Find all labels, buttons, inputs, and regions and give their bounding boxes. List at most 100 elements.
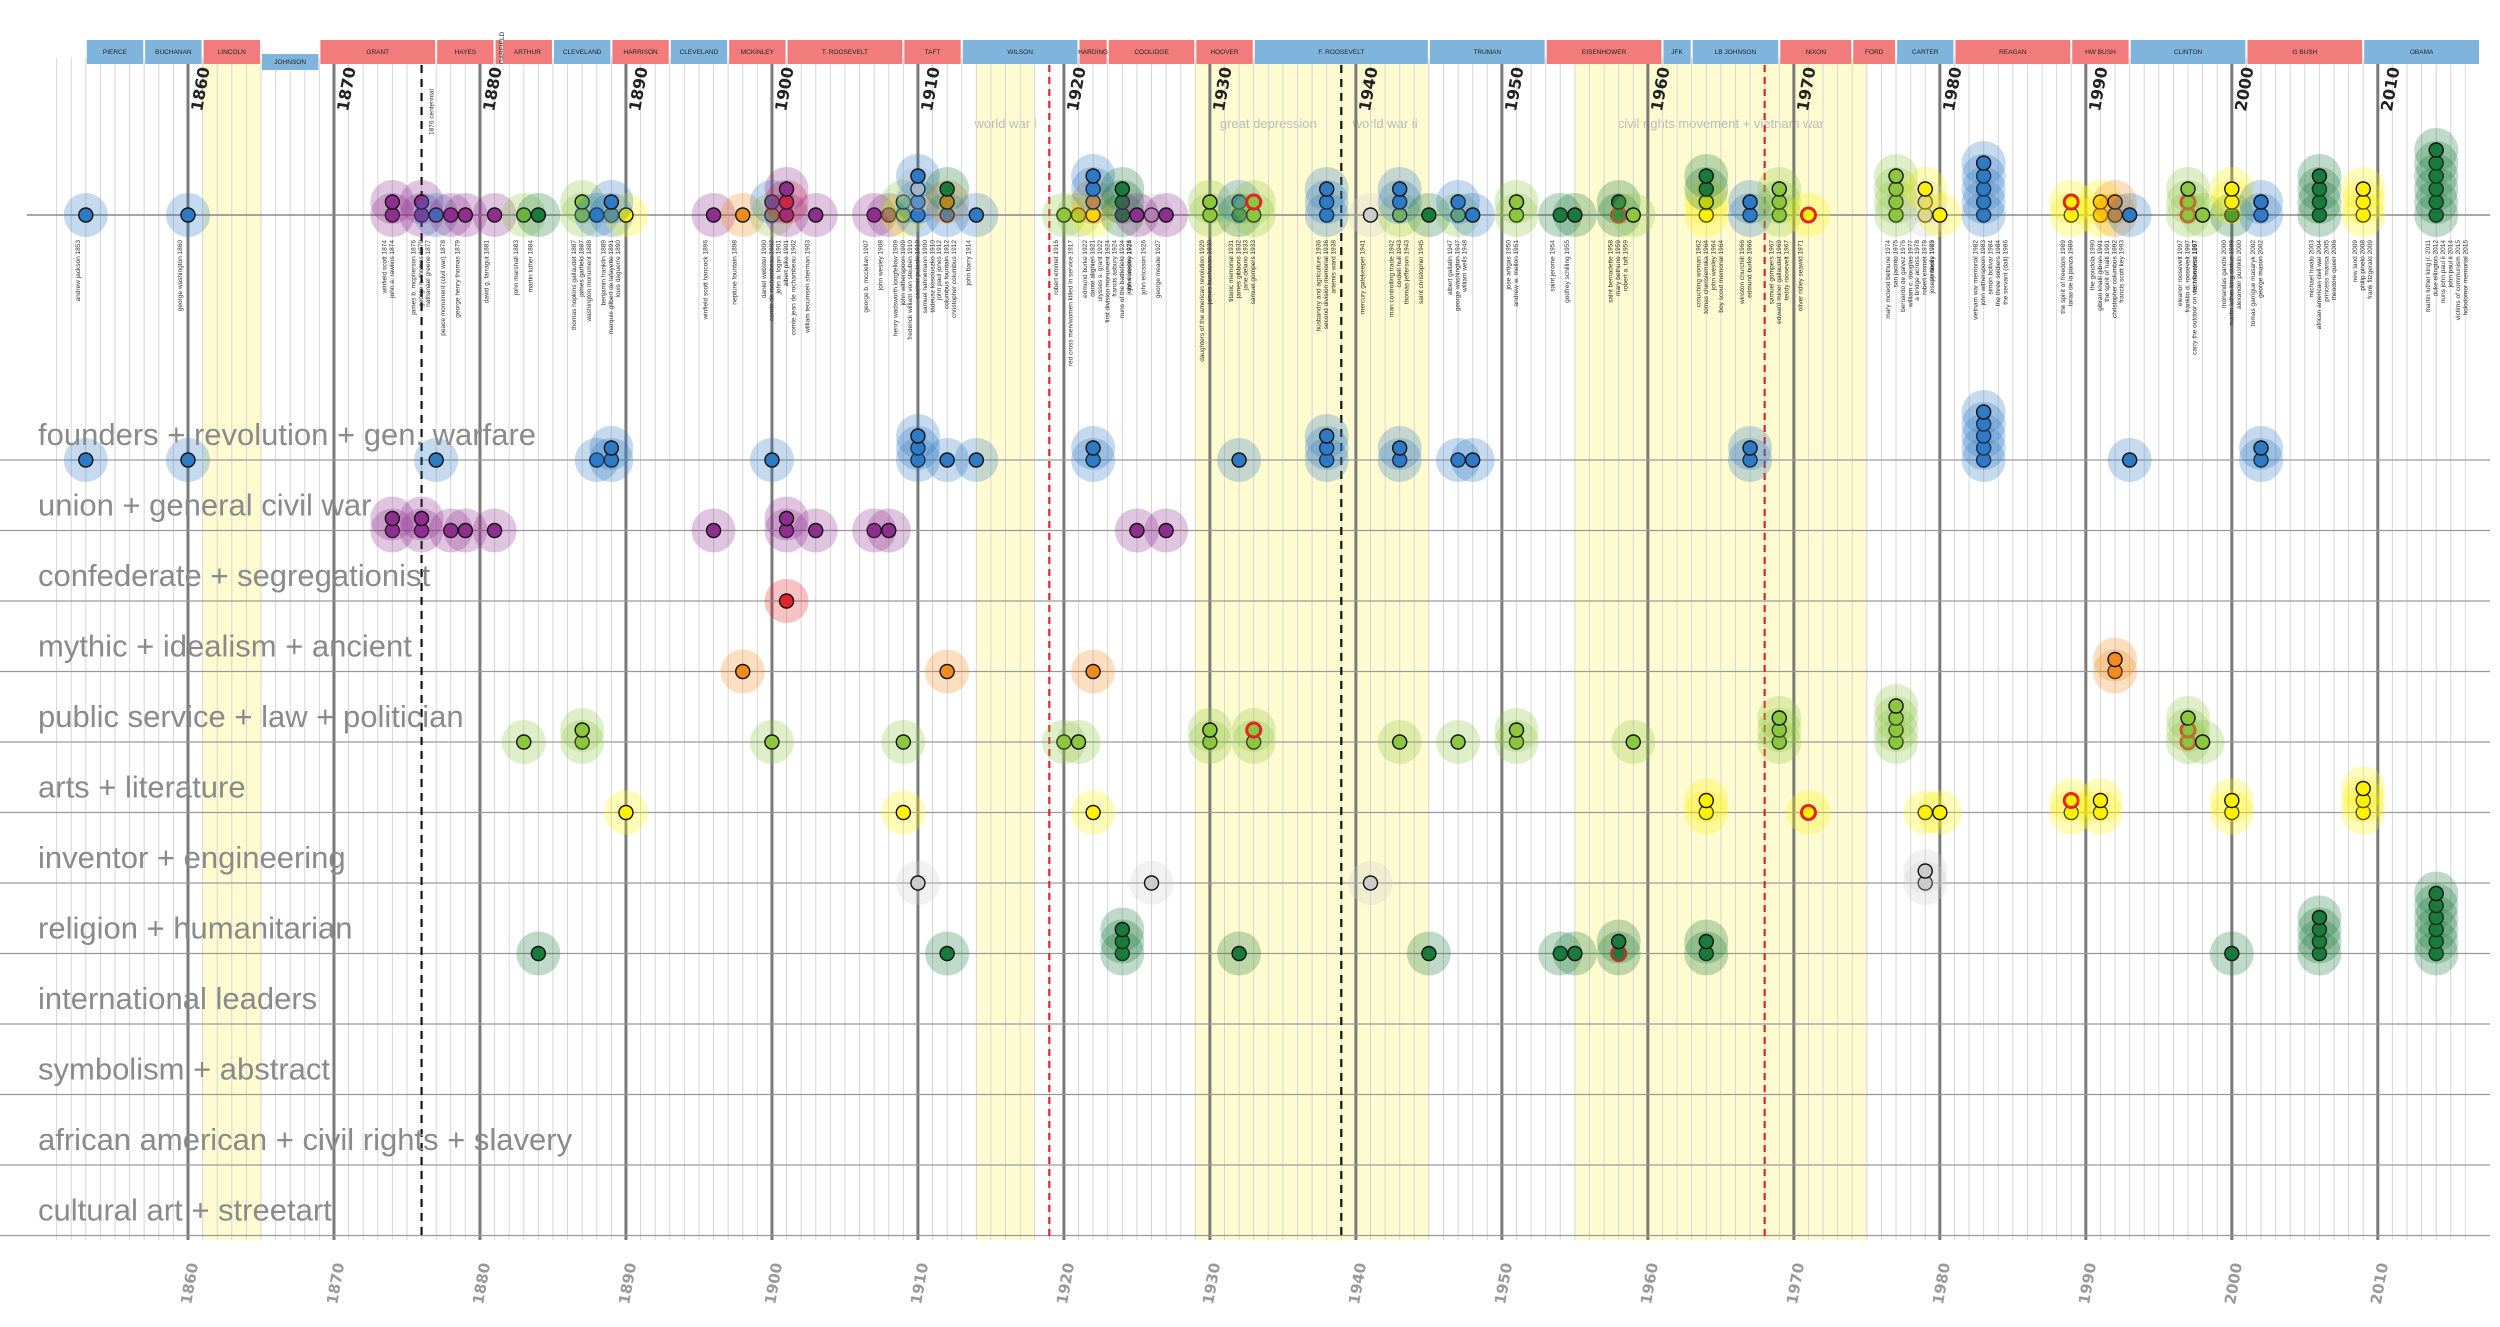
memorial-label-the-three-soldiers-1984: the three soldiers 1984 [1995, 240, 2002, 307]
timeline-dot-holodomor-memorial-2015 [2428, 142, 2444, 158]
category-dot-boy-scout-memorial-1964 [1698, 933, 1714, 950]
memorial-label-teddy-roosevelt-1967: teddy roosevelt 1967 [1783, 240, 1790, 301]
category-dot-albert-gallatin-1947 [1450, 734, 1466, 750]
category-dot-mercury-gatekeeper-1941 [1362, 875, 1379, 891]
timeline-dot-george-h-thomas-1879 [413, 194, 430, 210]
category-dot-gibran-khalil-gibran-1991 [2092, 792, 2109, 809]
decade-bottom-label-1940: 1940 [1345, 1261, 1370, 1305]
timeline-dot-george-henry-thomas-1879 [457, 207, 474, 223]
decade-top-label-1910: 1910 [917, 66, 943, 113]
timeline-dot-the-servant-dali-1986 [1975, 155, 1992, 171]
memorial-label-duke-ellington-2012: duke ellington 2012 [2433, 240, 2440, 297]
president-bar-nixon-1969 [1780, 40, 1852, 64]
category-dot-george-washington-1860 [180, 452, 196, 468]
memorial-label-frederick-william-von-steuben-1910: frederick william von steuben 1910 [907, 240, 914, 340]
president-label-hw-bush-1989: HW BUSH [2085, 49, 2116, 56]
decade-bottom-label-2010: 2010 [2367, 1261, 2392, 1305]
timeline-dot-teddy-roosevelt-1967 [1771, 181, 1787, 197]
memorial-label-tomas-cherisiemska-1964: tomas cherisiemska 1964 [1703, 240, 1710, 314]
memorial-label-william-tecumseh-sherman-1903: william tecumseh sherman 1903 [805, 240, 812, 334]
memorial-label-neptune-fountain-1898: neptune fountain 1898 [732, 240, 739, 305]
president-label-eisenhower-1953: EISENHOWER [1582, 49, 1627, 56]
category-dot-nathanael-greene-1877 [428, 452, 444, 468]
memorial-label-new-land-2009: new land 2009 [2352, 240, 2359, 283]
memorial-label-victims-of-communism-2015: victims of communism 2015 [2455, 240, 2462, 321]
memorial-label-albert-gallatin-1947: albert gallatin 1947 [1447, 240, 1454, 295]
president-label-truman-1945: TRUMAN [1473, 49, 1501, 56]
president-label-carter-1977: CARTER [1912, 49, 1939, 56]
decade-bottom-label-2000: 2000 [2221, 1261, 2246, 1305]
memorial-label-robert-emmet-1916: robert emmet 1916 [1053, 240, 1060, 295]
category-label-inventor: inventor + engineering [38, 840, 346, 875]
timeline-dot-fdr-memorial-1997 [2180, 181, 2196, 197]
memorial-label-tadeusz-kosciuszko-1910: tadeusz kosciuszko 1910 [929, 240, 936, 313]
memorial-label-red-cross-men-women-killed-in-service-1917: red cross men/women killed in service 19… [1068, 240, 1075, 366]
president-label-arthur-1881.5: ARTHUR [514, 49, 541, 56]
president-bar-hw-bush-1989 [2072, 40, 2129, 64]
memorial-label-samuel-gompers-1933: samuel gompers 1933 [1250, 240, 1257, 305]
memorial-label-nathanael-greene-1877: nathanael greene 1877 [425, 240, 432, 307]
memorial-label-martin-luther-king-jr-2011: martin luther king jr. 2011 [2425, 240, 2432, 313]
memorial-label-john-paul-ii-2014: john paul ii 2014 [2448, 240, 2455, 289]
category-dot-andrew-w-mellon-1951 [1508, 722, 1525, 738]
timeline-dot-theodore-queer-2006 [2311, 168, 2328, 184]
president-bar-ford-1974 [1853, 40, 1896, 64]
president-label-wilson-1913: WILSON [1007, 49, 1033, 56]
memorial-label-saint-bernadette-1958: saint bernadette 1958 [1608, 240, 1615, 303]
timeline-dot-carry-the-outdoor-on-west-theaters-1997 [2194, 207, 2211, 223]
president-bar-jfk-1961 [1663, 40, 1691, 64]
category-dot-john-a-rawlins-1874 [384, 510, 401, 527]
category-dot-edmund-burke-1966 [1742, 440, 1758, 456]
timeline-dot-john-barry-1914 [968, 207, 985, 223]
category-dot-winfield-scott-hancock-1896 [705, 522, 722, 539]
category-dot-john-witherspoon-1909 [895, 734, 912, 750]
memorial-label-daniel-webster-1900: daniel webster 1900 [761, 240, 768, 299]
memorial-label-columbus-fountain-1912: columbus fountain 1912 [944, 240, 951, 309]
category-label-confederate: confederate + segregationist [38, 558, 430, 593]
timeline-dot-artemis-ward-1938 [1318, 181, 1335, 197]
president-bar-mckinley-1897 [729, 40, 786, 64]
category-dot-dante-alighieri-1921 [1085, 663, 1101, 680]
timeline-dot-robert-a-taft-1959 [1625, 207, 1641, 223]
memorial-label-james-gibbons-1932: james gibbons 1932 [1236, 240, 1243, 300]
memorial-label-mary-bethune-1959: mary bethune 1959 [1615, 240, 1622, 296]
category-label-mythic: mythic + idealism + ancient [38, 629, 412, 664]
memorial-label-john-barry-1914: john barry 1914 [965, 240, 972, 287]
category-dot-martin-luther-1884 [530, 945, 547, 962]
memorial-label-philip-pinelo-2008: philip pinelo 2008 [2360, 240, 2367, 291]
memorial-label-winfield-scott-1874: winfield scott 1874 [381, 240, 388, 295]
category-dot-christopher-columbus-1992 [2107, 651, 2123, 668]
president-bar-carter-1977 [1897, 40, 1954, 64]
category-dot-fdr-memorial-1997 [2180, 710, 2196, 726]
timeline-dot-george-mason-2002 [2253, 194, 2269, 210]
marker-label-1876: 1876 centennial [429, 89, 436, 135]
memorial-label-george-meade-1927: george meade 1927 [1155, 240, 1162, 299]
category-dot-george-h-thomas-1879 [413, 510, 430, 527]
president-label-t-roosevelt-1901: T. ROOSEVELT [822, 49, 868, 56]
category-dot-saint-christopher-1945 [1421, 945, 1437, 962]
president-bar-pierce-1853 [86, 40, 144, 64]
memorial-label-saint-christopher-1945: saint christopher 1945 [1418, 240, 1425, 304]
memorial-label-oliver-ridley-seawid-1971: oliver ridley seawid 1971 [1797, 240, 1804, 312]
category-dot-alexander-pushkin-2000 [2224, 792, 2240, 809]
memorial-label-joseph-henry-1979: joseph henry 1979 [1929, 240, 1936, 295]
memorial-label-winfield-scott-hancock-1896: winfield scott hancock 1896 [703, 240, 710, 321]
memorial-label-john-a-rawlins-1874: john a. rawlins 1874 [389, 240, 396, 299]
category-dot-godfrey-schilling-1955 [1567, 945, 1583, 962]
memorial-label-david-g-farragut-1881: david g. farragut 1881 [484, 240, 491, 304]
category-dot-tadeusz-kosciuszko-1910 [910, 428, 926, 444]
decade-bottom-label-1920: 1920 [1053, 1261, 1078, 1305]
memorial-label-thomas-jefferson-1943: thomas jefferson 1943 [1404, 240, 1411, 305]
president-bar-johnson-1865 [261, 54, 319, 70]
memorial-label-comte-de-rochambeau-1902: comte de rochambeau 1902 [768, 240, 775, 321]
memorial-label-christopher-columbus-1912: christopher columbus 1912 [951, 240, 958, 318]
category-label-symbolism: symbolism + abstract [38, 1052, 330, 1087]
timeline-dot-james-garfield-1887 [574, 194, 590, 210]
category-label-cultural: cultural art + streetart [38, 1193, 332, 1228]
category-dot-christopher-columbus-1912 [939, 945, 955, 962]
president-bar-lincoln-1861 [203, 40, 260, 64]
memorial-label-dante-alighieri-1921: dante alighieri 1921 [1090, 240, 1097, 297]
timeline-dot-andrew-w-mellon-1951 [1508, 194, 1525, 210]
president-label-grant-1869: GRANT [366, 49, 389, 56]
timeline-dot-thomas-jefferson-1943 [1391, 181, 1408, 197]
